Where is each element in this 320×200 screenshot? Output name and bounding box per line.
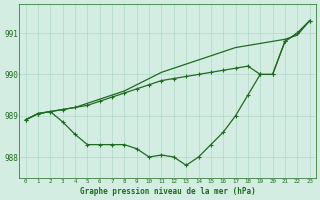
X-axis label: Graphe pression niveau de la mer (hPa): Graphe pression niveau de la mer (hPa)	[80, 187, 255, 196]
